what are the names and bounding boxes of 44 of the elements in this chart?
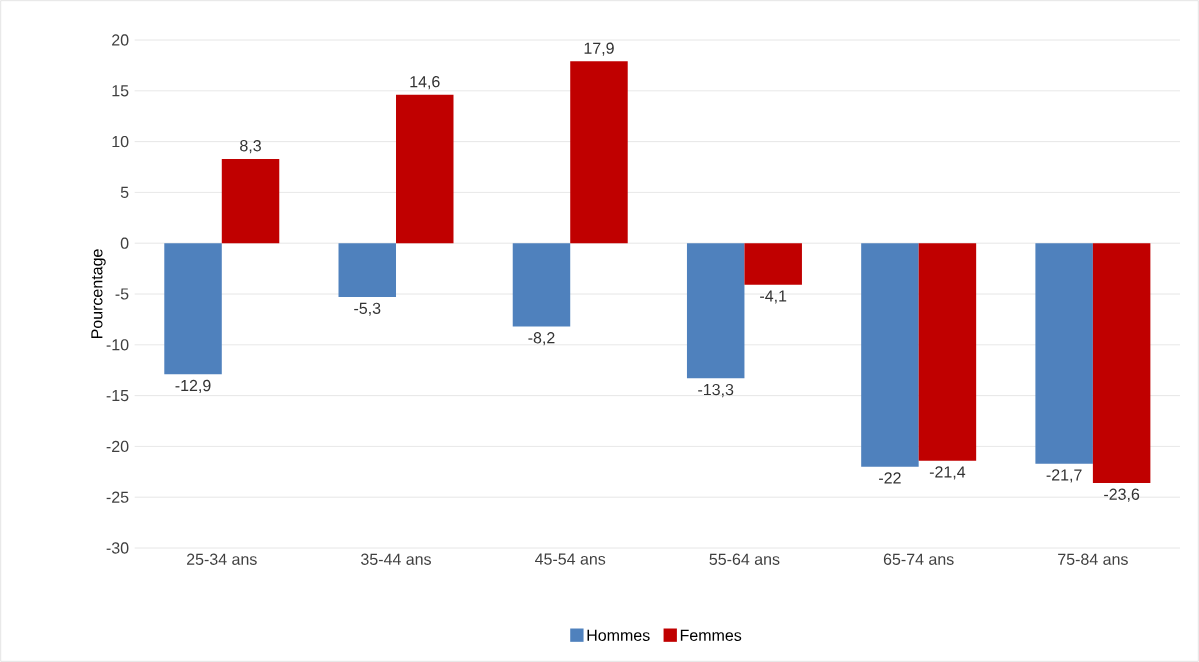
bar	[512, 243, 571, 327]
bar	[918, 243, 977, 461]
y-tick-label: -25	[106, 491, 129, 503]
y-tick-label: -20	[106, 440, 129, 453]
data-label: 14,6	[410, 76, 440, 90]
y-tick-label: -10	[106, 339, 129, 351]
data-label: -13,3	[698, 383, 734, 398]
data-label: 17,9	[584, 42, 614, 56]
x-tick-label: 25-34 ans	[187, 553, 257, 565]
y-tick-label: -30	[106, 542, 129, 554]
data-label: 8,3	[240, 140, 261, 154]
x-tick-label: 65-74 ans	[883, 553, 954, 565]
y-tick-label: 5	[120, 186, 129, 198]
x-tick-label: 35-44 ans	[361, 553, 431, 565]
data-label: -8,2	[528, 332, 555, 346]
y-tick-label: -5	[115, 288, 129, 300]
bar	[164, 243, 222, 375]
y-tick-label: 15	[112, 85, 129, 97]
legend-label: Femmes	[680, 629, 742, 641]
bar	[570, 61, 628, 244]
bar	[338, 243, 397, 298]
data-label: -12,9	[175, 379, 211, 394]
y-axis-title: Pourcentage	[91, 249, 106, 339]
x-tick-label: 75-84 ans	[1058, 553, 1128, 565]
bar	[221, 158, 280, 244]
y-tick-label: -15	[106, 390, 129, 402]
legend-label: Hommes	[587, 629, 650, 641]
data-label: -5,3	[354, 302, 381, 316]
bar	[861, 243, 919, 467]
bar	[1035, 243, 1093, 464]
data-label: -22	[879, 472, 901, 484]
x-tick-label: 55-64 ans	[709, 553, 780, 565]
y-tick-label: 10	[112, 135, 129, 148]
bar	[744, 243, 802, 285]
data-label: -4,1	[760, 290, 787, 304]
x-tick-label: 45-54 ans	[535, 553, 606, 565]
bar	[396, 94, 454, 244]
bar	[686, 243, 745, 379]
y-tick-label: 0	[120, 237, 129, 249]
bar	[1092, 243, 1151, 483]
data-label: -23,6	[1104, 488, 1140, 502]
data-label: -21,4	[929, 466, 966, 480]
data-label: -21,7	[1046, 469, 1082, 483]
y-tick-label: 20	[112, 34, 129, 46]
